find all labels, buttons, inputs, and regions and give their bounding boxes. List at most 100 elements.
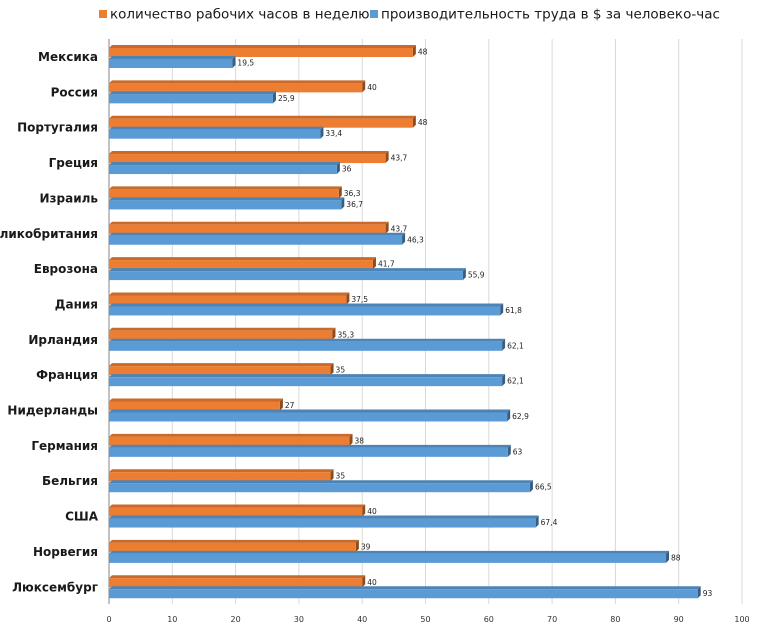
x-axis-ticks: 0 10 20 30 40 50 60 70 80 90 100 <box>106 615 749 624</box>
category-label: США <box>65 510 99 524</box>
bar-hours-6-value: 41,7 <box>378 260 395 269</box>
bar-productivity-7-value: 61,8 <box>505 306 522 315</box>
bar-hours-0-value: 48 <box>418 48 428 57</box>
bar-productivity-0-value: 19,5 <box>237 59 254 68</box>
data-labels: 48 19,5 40 25,9 48 33,4 43,7 36 36,3 36,7 43,7 46,3… <box>237 48 712 598</box>
bar-productivity-1 <box>109 91 276 104</box>
bar-hours-14-value: 39 <box>361 542 371 551</box>
legend-label-hours: количество рабочих часов в неделю <box>110 7 370 23</box>
x-tick-label: 30 <box>294 615 304 624</box>
x-tick-label: 70 <box>547 615 557 624</box>
bar-productivity-8-value: 62,1 <box>507 341 524 350</box>
legend-swatch-productivity <box>370 10 378 18</box>
bar-productivity-6-value: 55,9 <box>468 271 485 280</box>
bar-hours-15-value: 40 <box>367 578 377 587</box>
x-tick-label: 40 <box>357 615 367 624</box>
x-tick-label: 90 <box>674 615 684 624</box>
x-tick-label: 0 <box>106 615 111 624</box>
bar-hours-3 <box>109 151 389 164</box>
category-label: Ирландия <box>28 333 98 347</box>
bar-hours-7 <box>109 292 350 305</box>
x-tick-label: 80 <box>610 615 620 624</box>
bar-productivity-15 <box>109 586 701 599</box>
legend: количество рабочих часов в неделю произв… <box>99 7 720 23</box>
category-label: Германия <box>31 439 98 453</box>
bar-hours-5 <box>109 221 389 234</box>
bar-hours-11 <box>109 433 353 446</box>
bar-productivity-5-value: 46,3 <box>407 235 424 244</box>
bar-productivity-9 <box>109 374 506 387</box>
bar-hours-8 <box>109 327 336 340</box>
x-tick-label: 50 <box>420 615 430 624</box>
bar-hours-12 <box>109 469 334 482</box>
bar-hours-15 <box>109 575 366 588</box>
bar-productivity-11 <box>109 444 511 457</box>
bar-productivity-0 <box>109 56 236 68</box>
x-tick-label: 20 <box>231 615 241 624</box>
bar-productivity-3-value: 36 <box>342 165 352 174</box>
bar-hours-4-value: 36,3 <box>344 189 361 198</box>
bar-productivity-4-value: 36,7 <box>346 200 363 209</box>
legend-label-productivity: производительность труда в $ за человеко… <box>381 7 720 23</box>
x-tick-label: 60 <box>484 615 494 624</box>
x-tick-label: 10 <box>167 615 177 624</box>
bar-hours-6 <box>109 257 376 270</box>
bar-hours-1 <box>109 80 366 93</box>
bar-productivity-11-value: 63 <box>513 447 523 456</box>
bar-productivity-15-value: 93 <box>703 589 713 598</box>
bar-hours-10-value: 27 <box>285 401 295 410</box>
bar-productivity-4 <box>109 197 345 210</box>
bar-productivity-1-value: 25,9 <box>278 94 295 103</box>
category-label: Норвегия <box>33 545 98 559</box>
bar-productivity-7 <box>109 303 504 316</box>
bar-productivity-2-value: 33,4 <box>325 129 342 138</box>
bar-productivity-5 <box>109 232 406 245</box>
category-label: Люксембург <box>12 580 98 594</box>
category-label: Греция <box>49 156 98 170</box>
bar-hours-0 <box>109 45 416 57</box>
category-label: Мексика <box>38 50 98 64</box>
bar-hours-3-value: 43,7 <box>391 154 408 163</box>
category-labels: Мексика Россия Португалия Греция Израиль Вели… <box>0 50 99 594</box>
category-label: Португалия <box>17 121 98 135</box>
legend-swatch-hours <box>99 10 107 18</box>
bar-productivity-2 <box>109 126 324 139</box>
bar-productivity-6 <box>109 268 466 281</box>
category-label: Франция <box>36 368 98 382</box>
bar-productivity-8 <box>109 338 506 351</box>
bar-productivity-10 <box>109 409 511 422</box>
bar-hours-13-value: 40 <box>367 507 377 516</box>
category-label: Еврозона <box>34 262 98 276</box>
bars <box>109 45 701 599</box>
bar-hours-1-value: 40 <box>367 83 377 92</box>
bar-hours-8-value: 35,3 <box>337 330 354 339</box>
x-tick-label: 100 <box>734 615 749 624</box>
category-label: Россия <box>51 85 98 99</box>
bar-productivity-14-value: 88 <box>671 553 681 562</box>
bar-productivity-3 <box>109 162 340 175</box>
category-label: Бельгия <box>42 474 98 488</box>
bar-productivity-13 <box>109 515 539 528</box>
category-label: Дания <box>55 297 98 311</box>
category-label: Нидерланды <box>7 404 98 418</box>
bar-productivity-9-value: 62,1 <box>507 377 524 386</box>
bar-hours-14 <box>109 539 359 552</box>
bar-hours-2 <box>109 115 416 128</box>
bar-hours-4 <box>109 186 342 199</box>
category-label: Великобритания <box>0 227 98 241</box>
bar-productivity-10-value: 62,9 <box>512 412 529 421</box>
bar-hours-12-value: 35 <box>336 472 346 481</box>
bar-hours-13 <box>109 504 366 517</box>
bar-productivity-12 <box>109 480 533 493</box>
bar-productivity-12-value: 66,5 <box>535 483 552 492</box>
bar-productivity-14 <box>109 550 670 563</box>
bar-hours-2-value: 48 <box>418 118 428 127</box>
bar-hours-5-value: 43,7 <box>391 224 408 233</box>
bar-hours-9-value: 35 <box>336 366 346 375</box>
bar-hours-11-value: 38 <box>355 436 365 445</box>
bar-hours-7-value: 37,5 <box>351 295 368 304</box>
category-label: Израиль <box>40 191 99 205</box>
bar-hours-10 <box>109 398 283 411</box>
